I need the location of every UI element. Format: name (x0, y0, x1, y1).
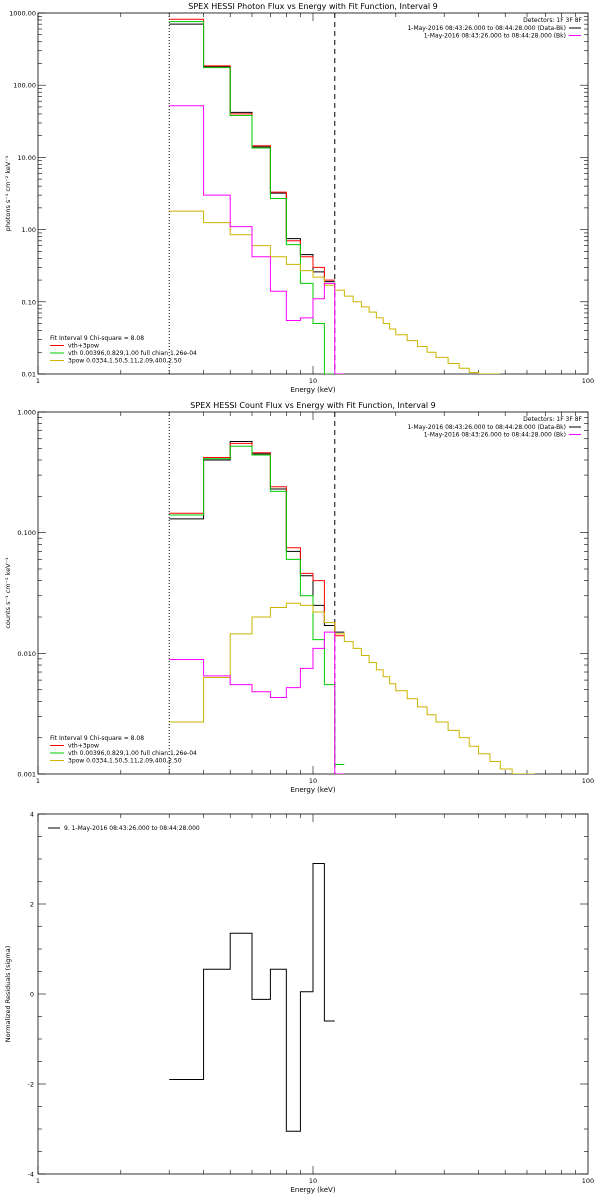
y-tick-label: -4 (28, 1171, 34, 1179)
legend-detectors: Detectors: 1F 3F 8F (523, 17, 582, 24)
chart-panel-3: 1 10 100 Energy (keV) -4 -2 0 2 4 Normalized Resi… (4, 811, 594, 1195)
x-tick-label: 10 (309, 1177, 317, 1185)
series-line-1 (169, 23, 335, 283)
plot-area (169, 863, 335, 1132)
legend-entry: vth+3pow (68, 343, 99, 350)
chart-title: SPEX HESSI Count Flux vs Energy with Fit… (190, 401, 435, 410)
y-tick-label: 1.00 (22, 226, 36, 234)
x-tick-label: 100 (582, 377, 594, 385)
x-tick-label: 100 (582, 1177, 594, 1185)
series-line-3 (169, 445, 345, 765)
chart-title: SPEX HESSI Photon Flux vs Energy with Fi… (188, 2, 438, 11)
y-tick-label: 0 (30, 991, 34, 999)
y-tick-label: 0.10 (22, 298, 36, 306)
y-tick-label: 1.000 (17, 409, 36, 417)
legend-entry: vth 0.00396,0.829,1.00 full chian 1.26e-… (68, 750, 197, 757)
y-tick-label: 0.01 (22, 371, 36, 379)
series-line-4 (169, 210, 501, 374)
series-line-1 (169, 863, 335, 1132)
legend-time-entry: 1-May-2016 08:43:26.000 to 08:44:28.000 … (424, 432, 566, 439)
x-tick-label: 1 (36, 377, 40, 385)
y-tick-label: 0.010 (17, 650, 36, 658)
legend-time-entry: 1-May-2016 08:43:26.000 to 08:44:28.000 … (407, 25, 566, 32)
plot-area (169, 18, 501, 374)
legend-entry: vth+3pow (68, 743, 99, 750)
legend-entry: 3pow 0.0334,1.50,5.11,2.09,400,2.50 (68, 758, 182, 765)
x-axis-label: Energy (keV) (290, 1186, 335, 1194)
y-axis-label: Normalized Residuals (sigma) (4, 946, 12, 1043)
y-axis-label: counts s⁻¹ cm⁻² keV⁻¹ (4, 557, 12, 629)
legend-entry: 3pow 0.0334,1.50,5.11,2.09,400,2.50 (68, 358, 182, 365)
legend-entry: vth 0.00396,0.829,1.00 full chian 1.26e-… (68, 350, 197, 357)
legend-entry: 9. 1-May-2016 08:43:26.000 to 08:44:28.0… (64, 825, 200, 832)
y-tick-label: 2 (30, 901, 34, 909)
series-line-2 (169, 442, 345, 637)
series-line-3 (169, 21, 335, 374)
chart-panel-1: SPEX HESSI Photon Flux vs Energy with Fi… (4, 2, 594, 394)
x-tick-label: 1 (36, 777, 40, 785)
x-axis-label: Energy (keV) (290, 386, 335, 394)
y-tick-label: 1000.00 (9, 10, 36, 18)
series-line-5 (169, 631, 345, 774)
legend-interval-label: Fit Interval 9 Chi-square = 8.08 (50, 735, 144, 742)
chart-panel-2: SPEX HESSI Count Flux vs Energy with Fit… (4, 401, 594, 794)
y-tick-label: 4 (30, 811, 34, 819)
y-tick-label: 100.00 (13, 82, 36, 90)
legend-interval-label: Fit Interval 9 Chi-square = 8.08 (50, 335, 144, 342)
y-tick-label: 0.100 (17, 529, 36, 537)
x-tick-label: 1 (36, 1177, 40, 1185)
legend-detectors: Detectors: 1F 3F 8F (523, 416, 582, 423)
legend-time-entry: 1-May-2016 08:43:26.000 to 08:44:28.000 … (424, 33, 566, 40)
y-tick-label: 10.00 (17, 154, 36, 162)
x-tick-label: 100 (582, 777, 594, 785)
series-line-5 (169, 105, 345, 374)
series-line-1 (169, 440, 345, 633)
y-tick-label: -2 (28, 1081, 34, 1089)
plot-area (169, 440, 535, 774)
y-tick-label: 0.001 (17, 771, 36, 779)
x-tick-label: 10 (309, 777, 317, 785)
x-tick-label: 10 (309, 377, 317, 385)
x-axis-label: Energy (keV) (290, 786, 335, 794)
series-line-4 (169, 602, 535, 774)
legend-time-entry: 1-May-2016 08:43:26.000 to 08:44:28.000 … (407, 424, 566, 431)
series-line-2 (169, 18, 335, 281)
y-axis-label: photons s⁻¹ cm⁻² keV⁻¹ (4, 155, 12, 231)
